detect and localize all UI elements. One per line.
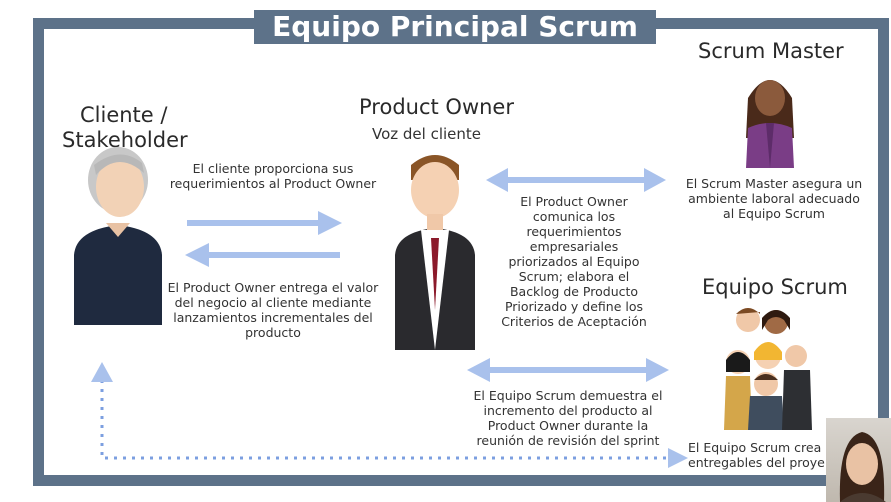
text-line: requerimientos al Product Owner <box>169 176 377 191</box>
arrow-client-to-po <box>187 211 342 235</box>
text-line: El Scrum Master asegura un <box>685 176 863 191</box>
text-line: Backlog de Producto <box>509 284 639 299</box>
text-line: El Product Owner <box>520 194 628 209</box>
text-line: requerimientos <box>526 224 622 239</box>
client-illustration <box>74 147 162 325</box>
role-product-owner: Product Owner <box>359 95 514 119</box>
text-line: Priorizado y define los <box>504 299 644 314</box>
po-role-text: El Product Owner comunica los requerimie… <box>493 194 655 329</box>
text-line: ambiente laboral adecuado <box>688 191 860 206</box>
presenter-webcam <box>826 418 891 502</box>
role-client-line1: Cliente / <box>80 103 168 127</box>
text-line: El Product Owner entrega el valor <box>167 280 379 295</box>
role-product-owner-subtitle: Voz del cliente <box>372 125 482 143</box>
scrum-master-illustration <box>746 80 794 168</box>
text-line: al Equipo Scrum <box>723 206 825 221</box>
text-line: Product Owner durante la <box>487 418 649 433</box>
team-demo-text: El Equipo Scrum demuestra el incremento … <box>468 388 668 448</box>
arrow-po-scrum-team <box>467 358 669 382</box>
role-scrum-master: Scrum Master <box>698 39 844 63</box>
product-owner-illustration <box>395 155 475 350</box>
text-line: producto <box>245 325 301 340</box>
role-scrum-team: Equipo Scrum <box>702 275 848 299</box>
text-line: El Equipo Scrum crea <box>688 440 822 455</box>
role-client: Cliente / Stakeholder <box>62 103 222 153</box>
text-line: priorizados al Equipo <box>508 254 640 269</box>
arrow-team-to-client-dotted <box>91 362 688 468</box>
scrum-team-illustration <box>724 308 812 430</box>
text-line: incremento del producto al <box>483 403 653 418</box>
text-line: comunica los <box>532 209 616 224</box>
text-line: El cliente proporciona sus <box>192 161 354 176</box>
arrow-po-to-client <box>185 243 340 267</box>
text-line: lanzamientos incrementales del <box>173 310 373 325</box>
team-deliver-text: El Equipo Scrum crea entregables del pro… <box>688 440 838 470</box>
scrum-master-text: El Scrum Master asegura un ambiente labo… <box>668 176 880 221</box>
text-line: Criterios de Aceptación <box>501 314 647 329</box>
text-line: empresariales <box>529 239 619 254</box>
text-line: Scrum; elabora el <box>518 269 630 284</box>
arrow-po-scrum-master <box>486 168 666 192</box>
text-line: entregables del proye <box>688 455 825 470</box>
text-line: reunión de revisión del sprint <box>476 433 660 448</box>
client-to-po-text: El cliente proporciona sus requerimiento… <box>158 161 388 191</box>
text-line: del negocio al cliente mediante <box>174 295 372 310</box>
diagram-title: Equipo Principal Scrum <box>254 10 656 44</box>
text-line: El Equipo Scrum demuestra el <box>473 388 663 403</box>
po-to-client-text: El Product Owner entrega el valor del ne… <box>158 280 388 340</box>
presenter-avatar <box>839 432 886 502</box>
